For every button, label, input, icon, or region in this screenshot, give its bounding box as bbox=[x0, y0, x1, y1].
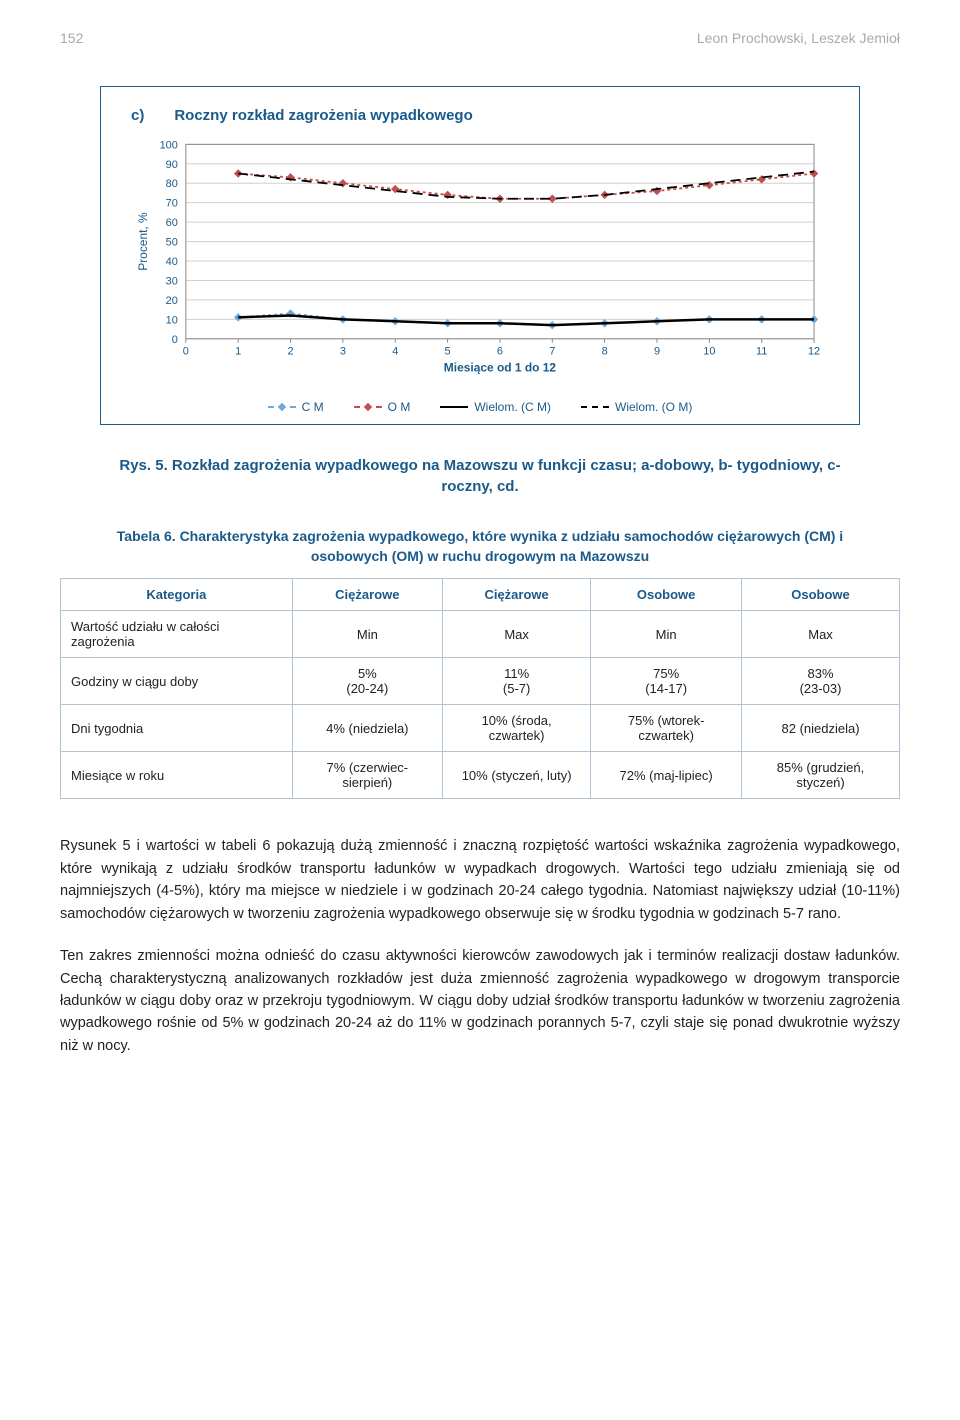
table-header: Ciężarowe bbox=[443, 579, 591, 611]
table-row: Dni tygodnia4% (niedziela)10% (środa, cz… bbox=[61, 705, 900, 752]
chart-title: Roczny rozkład zagrożenia wypadkowego bbox=[174, 107, 472, 124]
body-paragraph: Ten zakres zmienności można odnieść do c… bbox=[60, 945, 900, 1057]
table-cell: 10% (styczeń, luty) bbox=[443, 752, 591, 799]
svg-text:1: 1 bbox=[235, 346, 241, 358]
legend-item: C M bbox=[268, 400, 324, 414]
chart-panel: c) Roczny rozkład zagrożenia wypadkowego… bbox=[100, 86, 860, 425]
svg-text:70: 70 bbox=[166, 198, 178, 210]
panel-label: c) bbox=[131, 107, 144, 124]
body-paragraph: Rysunek 5 i wartości w tabeli 6 pokazują… bbox=[60, 835, 900, 925]
legend-item: Wielom. (C M) bbox=[440, 400, 551, 414]
svg-text:4: 4 bbox=[392, 346, 398, 358]
table-cell: 7% (czerwiec-sierpień) bbox=[292, 752, 442, 799]
svg-text:8: 8 bbox=[602, 346, 608, 358]
svg-text:7: 7 bbox=[549, 346, 555, 358]
table-row: Wartość udziału w całości zagrożeniaMinM… bbox=[61, 611, 900, 658]
table-cell: 85% (grudzień, styczeń) bbox=[742, 752, 900, 799]
svg-text:5: 5 bbox=[445, 346, 451, 358]
table-header: Kategoria bbox=[61, 579, 293, 611]
svg-text:80: 80 bbox=[166, 178, 178, 190]
svg-text:9: 9 bbox=[654, 346, 660, 358]
table-cell: 72% (maj-lipiec) bbox=[591, 752, 742, 799]
table-cell: Wartość udziału w całości zagrożenia bbox=[61, 611, 293, 658]
table-cell: 75%(14-17) bbox=[591, 658, 742, 705]
svg-text:90: 90 bbox=[166, 159, 178, 171]
table-cell: Dni tygodnia bbox=[61, 705, 293, 752]
svg-text:3: 3 bbox=[340, 346, 346, 358]
table-cell: Godziny w ciągu doby bbox=[61, 658, 293, 705]
table-label: Tabela 6. bbox=[117, 528, 176, 544]
table-cell: Max bbox=[443, 611, 591, 658]
svg-text:100: 100 bbox=[160, 139, 178, 151]
table-header: Osobowe bbox=[591, 579, 742, 611]
page-number: 152 bbox=[60, 30, 83, 46]
svg-text:40: 40 bbox=[166, 256, 178, 268]
figure-text: Rozkład zagrożenia wypadkowego na Mazows… bbox=[172, 457, 841, 495]
svg-text:30: 30 bbox=[166, 275, 178, 287]
table-cell: Min bbox=[591, 611, 742, 658]
chart-legend: C M O M Wielom. (C M) Wielom. (O M) bbox=[131, 400, 829, 414]
svg-text:2: 2 bbox=[287, 346, 293, 358]
table-cell: 83%(23-03) bbox=[742, 658, 900, 705]
table-cell: Min bbox=[292, 611, 442, 658]
table-header: Osobowe bbox=[742, 579, 900, 611]
svg-text:0: 0 bbox=[183, 346, 189, 358]
table-caption: Tabela 6. Charakterystyka zagrożenia wyp… bbox=[90, 527, 870, 566]
svg-text:10: 10 bbox=[166, 314, 178, 326]
svg-text:Miesiące od 1 do 12: Miesiące od 1 do 12 bbox=[444, 361, 557, 375]
svg-text:0: 0 bbox=[172, 334, 178, 346]
data-table: KategoriaCiężaroweCiężaroweOsoboweOsobow… bbox=[60, 578, 900, 799]
svg-text:11: 11 bbox=[756, 346, 767, 358]
table-cell: 82 (niedziela) bbox=[742, 705, 900, 752]
table-cell: Max bbox=[742, 611, 900, 658]
legend-item: Wielom. (O M) bbox=[581, 400, 692, 414]
figure-caption: Rys. 5. Rozkład zagrożenia wypadkowego n… bbox=[100, 455, 860, 497]
line-chart: 01020304050607080901000123456789101112Pr… bbox=[131, 134, 829, 394]
svg-text:20: 20 bbox=[166, 295, 178, 307]
svg-text:50: 50 bbox=[166, 237, 178, 249]
page-header: 152 Leon Prochowski, Leszek Jemioł bbox=[60, 30, 900, 46]
legend-item: O M bbox=[354, 400, 411, 414]
table-cell: 5%(20-24) bbox=[292, 658, 442, 705]
svg-text:12: 12 bbox=[808, 346, 820, 358]
authors: Leon Prochowski, Leszek Jemioł bbox=[697, 30, 900, 46]
svg-text:60: 60 bbox=[166, 217, 178, 229]
table-header: Ciężarowe bbox=[292, 579, 442, 611]
svg-text:Procent, %: Procent, % bbox=[136, 212, 150, 271]
table-row: Godziny w ciągu doby5%(20-24)11%(5-7)75%… bbox=[61, 658, 900, 705]
table-cell: 10% (środa, czwartek) bbox=[443, 705, 591, 752]
svg-text:10: 10 bbox=[703, 346, 715, 358]
table-row: Miesiące w roku7% (czerwiec-sierpień)10%… bbox=[61, 752, 900, 799]
figure-label: Rys. 5. bbox=[119, 457, 167, 474]
svg-text:6: 6 bbox=[497, 346, 503, 358]
table-caption-text: Charakterystyka zagrożenia wypadkowego, … bbox=[180, 528, 844, 564]
table-cell: 11%(5-7) bbox=[443, 658, 591, 705]
table-cell: 4% (niedziela) bbox=[292, 705, 442, 752]
table-cell: 75% (wtorek-czwartek) bbox=[591, 705, 742, 752]
table-cell: Miesiące w roku bbox=[61, 752, 293, 799]
